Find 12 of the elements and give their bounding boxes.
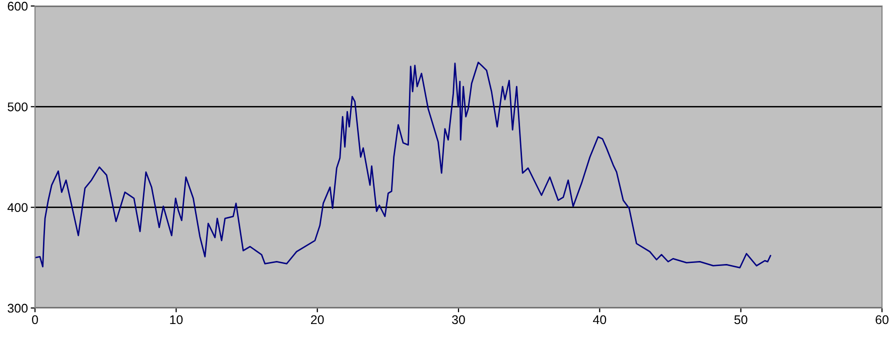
x-tick-label: 10 xyxy=(170,315,183,324)
x-tick-label: 30 xyxy=(452,315,465,324)
x-tick-label: 60 xyxy=(876,315,888,324)
y-tick-label: 500 xyxy=(8,102,28,112)
x-tick-label: 20 xyxy=(311,315,324,324)
x-tick-label: 50 xyxy=(734,315,748,324)
x-tick-label: 0 xyxy=(32,315,38,324)
y-tick-label: 600 xyxy=(8,2,28,11)
x-tick-label: 40 xyxy=(593,315,606,324)
y-tick-label: 400 xyxy=(7,203,28,212)
line-series xyxy=(35,62,772,268)
y-tick-label: 300 xyxy=(8,304,28,313)
